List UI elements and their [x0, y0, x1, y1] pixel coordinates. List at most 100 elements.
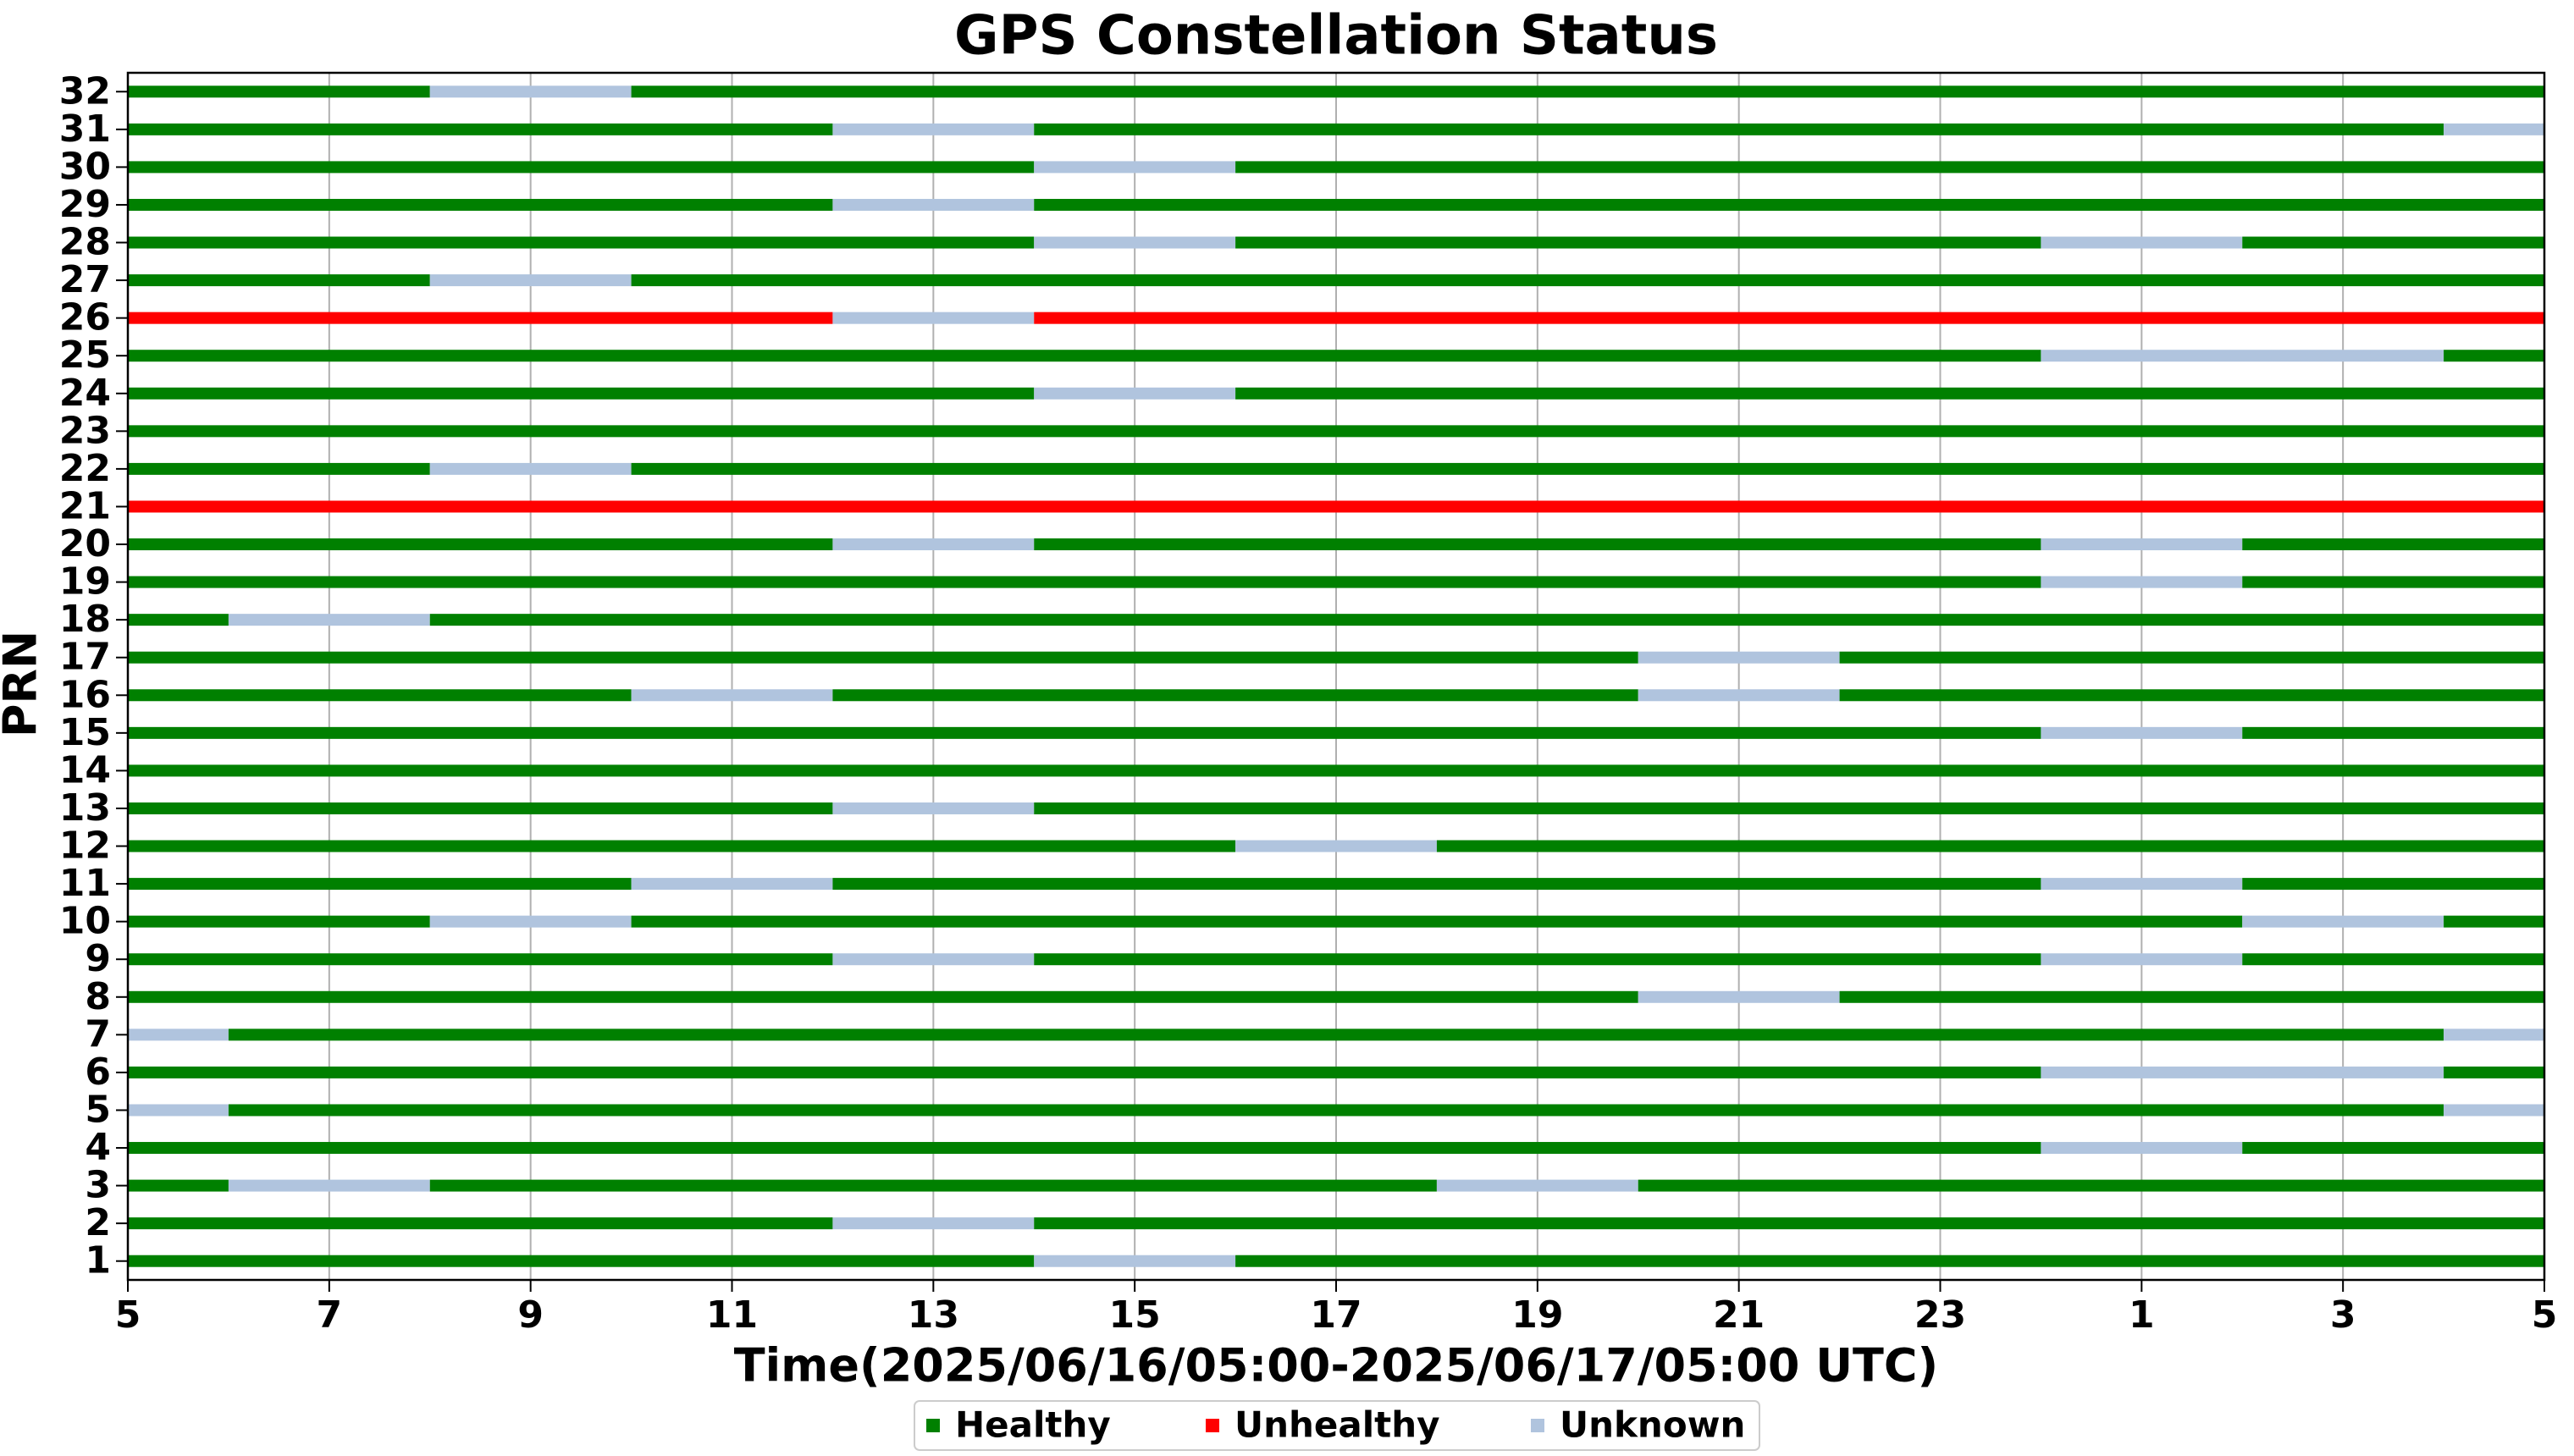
status-segment: [429, 85, 632, 98]
y-tick-label: 6: [85, 1051, 111, 1094]
y-tick-label: 16: [59, 673, 111, 716]
status-segment: [2041, 953, 2243, 966]
status-segment: [2242, 576, 2544, 588]
y-tick-label: 19: [59, 560, 111, 604]
legend-label: Unknown: [1560, 1404, 1745, 1446]
status-segment: [1839, 651, 2544, 664]
y-axis-label: PRN: [0, 631, 47, 737]
status-segment: [1034, 538, 2041, 551]
y-tick-label: 9: [85, 937, 111, 980]
status-segment: [2041, 236, 2243, 249]
status-segment: [128, 350, 2041, 362]
status-segment: [2444, 1029, 2544, 1041]
status-segment: [128, 576, 2041, 588]
status-segment: [1638, 651, 1840, 664]
status-segment: [128, 85, 430, 98]
y-tick-label: 27: [59, 258, 111, 301]
status-segment: [128, 802, 833, 814]
status-segment: [2041, 878, 2243, 891]
status-segment: [128, 915, 430, 928]
legend-marker: [1206, 1419, 1219, 1432]
x-tick-label: 5: [2532, 1293, 2558, 1337]
status-segment: [631, 274, 2545, 287]
y-tick-label: 32: [59, 69, 111, 113]
y-tick-label: 26: [59, 296, 111, 339]
y-tick-label: 28: [59, 221, 111, 264]
y-tick-label: 8: [85, 975, 111, 1018]
x-tick-label: 13: [908, 1293, 959, 1337]
status-segment: [631, 85, 2545, 98]
status-segment: [429, 462, 632, 475]
status-segment: [128, 651, 1638, 664]
y-tick-label: 14: [59, 748, 111, 791]
status-segment: [128, 387, 1035, 400]
status-segment: [2041, 1066, 2444, 1078]
status-segment: [128, 462, 430, 475]
y-tick-label: 29: [59, 183, 111, 226]
status-segment: [128, 726, 2041, 739]
status-segment: [128, 990, 1638, 1003]
status-segment: [1638, 689, 1840, 702]
status-segment: [429, 1179, 1437, 1192]
status-segment: [832, 198, 1035, 211]
status-segment: [2444, 1066, 2544, 1078]
status-segment: [2242, 538, 2544, 551]
status-segment: [128, 878, 632, 891]
y-tick-label: 7: [85, 1012, 111, 1056]
status-segment: [128, 1142, 2041, 1155]
status-segment: [128, 500, 2544, 513]
y-tick-label: 11: [59, 862, 111, 905]
status-segment: [128, 425, 2544, 438]
status-segment: [2444, 350, 2544, 362]
status-segment: [1235, 387, 2544, 400]
status-segment: [2242, 236, 2544, 249]
status-segment: [128, 312, 833, 324]
x-tick-label: 15: [1109, 1293, 1161, 1337]
status-segment: [1034, 312, 2544, 324]
status-segment: [1839, 689, 2544, 702]
status-segment: [429, 915, 632, 928]
legend: Healthy Unhealthy Unknown: [914, 1400, 1760, 1451]
x-tick-label: 3: [2330, 1293, 2356, 1337]
x-tick-label: 21: [1713, 1293, 1765, 1337]
status-segment: [429, 274, 632, 287]
status-segment: [128, 953, 833, 966]
status-segment: [228, 1029, 2444, 1041]
status-segment: [2444, 123, 2544, 135]
y-tick-label: 25: [59, 334, 111, 377]
status-segment: [2041, 350, 2444, 362]
status-segment: [128, 198, 833, 211]
status-segment: [128, 614, 229, 626]
status-segment: [128, 1029, 229, 1041]
status-segment: [1034, 123, 2444, 135]
status-segment: [228, 614, 430, 626]
y-tick-label: 3: [85, 1164, 111, 1207]
legend-label: Unhealthy: [1235, 1404, 1439, 1446]
y-tick-label: 2: [85, 1201, 111, 1244]
y-tick-label: 18: [59, 598, 111, 641]
status-segment: [1235, 840, 1437, 852]
x-tick-label: 19: [1511, 1293, 1563, 1337]
status-segment: [128, 764, 2544, 777]
status-segment: [128, 1104, 229, 1117]
y-tick-label: 22: [59, 447, 111, 490]
status-segment: [2242, 726, 2544, 739]
x-tick-label: 9: [517, 1293, 544, 1337]
status-segment: [2041, 576, 2243, 588]
status-segment: [1235, 236, 2041, 249]
status-segment: [631, 878, 833, 891]
status-segment: [429, 614, 2544, 626]
status-segment: [1638, 990, 1840, 1003]
status-segment: [2444, 1104, 2544, 1117]
status-segment: [832, 802, 1035, 814]
status-segment: [2242, 915, 2444, 928]
status-segment: [128, 274, 430, 287]
x-tick-label: 5: [115, 1293, 141, 1337]
status-segment: [2041, 726, 2243, 739]
plot-frame: [126, 71, 2546, 1282]
x-axis-label: Time(2025/06/16/05:00-2025/06/17/05:00 U…: [734, 1339, 1938, 1393]
x-tick-label: 17: [1310, 1293, 1362, 1337]
status-segment: [832, 689, 1638, 702]
